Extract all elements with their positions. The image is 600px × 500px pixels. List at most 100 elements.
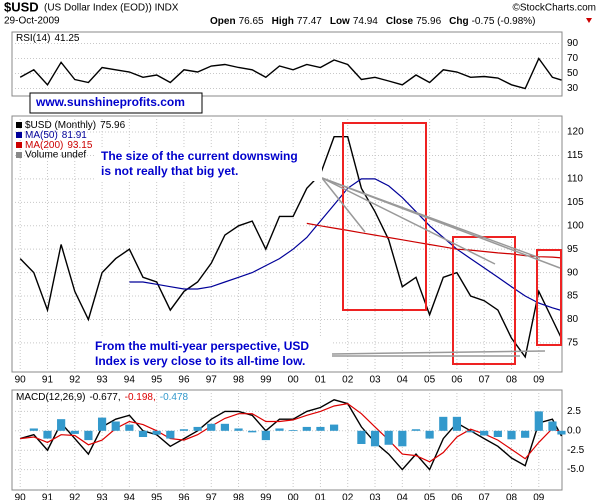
histogram-bar: [138, 430, 148, 438]
histogram-bar: [84, 430, 93, 441]
x-tick-label: 01: [315, 493, 327, 500]
x-tick-label: 07: [479, 493, 491, 500]
quote-label: High: [272, 16, 294, 27]
legend: Volume undef: [25, 150, 86, 161]
date: 29-Oct-2009: [4, 16, 60, 27]
x-tick-label: 95: [151, 493, 163, 500]
x-tick-label: 99: [260, 375, 272, 386]
x-tick-label: 05: [424, 375, 436, 386]
legend: RSI(14) 41.25: [16, 33, 80, 44]
x-tick-label: 01: [315, 375, 327, 386]
x-tick-label: 00: [288, 375, 300, 386]
y-tick-label: -5.0: [567, 464, 585, 475]
x-tick-label: 96: [178, 493, 190, 500]
histogram-bar: [43, 430, 52, 439]
histogram-bar: [193, 426, 202, 431]
histogram-bar: [275, 428, 284, 431]
y-tick-label: 110: [567, 174, 583, 185]
annotation-box: [90, 337, 332, 371]
series-line: [306, 222, 562, 259]
annotation-box: [96, 147, 322, 181]
histogram-bar: [425, 430, 434, 439]
histogram-bar: [70, 430, 79, 434]
x-tick-label: 97: [206, 375, 218, 386]
histogram-bar: [207, 423, 216, 431]
y-tick-label: 100: [567, 220, 584, 231]
x-tick-label: 06: [451, 375, 463, 386]
annotation: Index is very close to its all-time low.: [95, 354, 305, 368]
histogram-bar: [316, 426, 325, 431]
histogram-bar: [466, 430, 475, 433]
x-tick-label: 07: [479, 375, 491, 386]
legend-value: -0.198: [125, 392, 154, 403]
legend-value: -0.677: [89, 392, 118, 403]
x-tick-label: 04: [397, 493, 409, 500]
trend-line: [321, 177, 541, 259]
y-tick-label: 120: [567, 127, 584, 138]
chart-markup: www.sunshineprofits.com: [29, 92, 562, 365]
histogram-bar: [179, 429, 189, 431]
legend-swatch: [16, 142, 22, 148]
histogram-bar: [357, 430, 366, 444]
y-tick-label: 115: [567, 150, 583, 161]
y-tick-label: 80: [567, 314, 579, 325]
histogram-bar: [384, 430, 393, 445]
index-name: (US Dollar Index (EOD)) INDX: [44, 3, 179, 14]
x-tick-label: 98: [233, 375, 245, 386]
x-tick-label: 93: [97, 375, 109, 386]
y-tick-label: 90: [567, 267, 579, 278]
x-tick-label: 08: [506, 375, 518, 386]
histogram-bar: [398, 430, 407, 447]
symbol: $USD: [4, 0, 39, 14]
histogram-bar: [289, 430, 298, 431]
histogram-bar: [411, 429, 421, 431]
histogram-bar: [97, 417, 107, 431]
histogram-bar: [234, 428, 243, 431]
y-tick-label: -2.5: [567, 445, 585, 456]
quote-label: Chg: [449, 16, 468, 27]
annotation: is not really that big yet.: [101, 164, 238, 178]
x-tick-label: 99: [260, 493, 272, 500]
x-tick-label: 02: [342, 493, 354, 500]
quote-label: Close: [386, 16, 414, 27]
histogram-bar: [507, 430, 516, 440]
website: www.sunshineprofits.com: [35, 95, 185, 109]
legend-name: MA(50): [25, 130, 58, 141]
histogram-bar: [557, 430, 566, 435]
series-line: [19, 57, 562, 90]
histogram-bar: [57, 419, 66, 431]
legend-separator: ,: [118, 392, 121, 403]
x-tick-label: 09: [533, 375, 545, 386]
histogram-bar: [261, 430, 270, 441]
legend-value: 93.15: [67, 140, 92, 151]
y-tick-label: 105: [567, 197, 584, 208]
histogram-bar: [452, 416, 462, 431]
histogram-bar: [534, 411, 543, 431]
quote: Open 76.65 High 77.47 Low 74.94 Close 75.96 Chg -…: [210, 16, 536, 27]
x-tick-label: 92: [69, 375, 81, 386]
legend: MA(50) 81.91: [25, 130, 87, 141]
trend-line: [321, 177, 496, 265]
trend-line: [331, 350, 546, 355]
legend-value: 41.25: [54, 33, 79, 44]
legend-swatch: [16, 152, 22, 158]
legend-name: RSI(14): [16, 33, 50, 44]
y-tick-label: 95: [567, 244, 579, 255]
x-tick-label: 90: [15, 493, 27, 500]
x-tick-label: 94: [124, 493, 136, 500]
histogram-bar: [220, 423, 229, 431]
x-tick-label: 95: [151, 375, 163, 386]
histogram-bar: [493, 430, 502, 438]
histogram-bar: [302, 426, 311, 431]
y-tick-label: 75: [567, 338, 579, 349]
website-box: [29, 92, 203, 114]
series-line: [20, 399, 563, 471]
panel: [11, 31, 563, 97]
x-tick-label: 98: [233, 493, 245, 500]
annotation: From the multi-year perspective, USD: [95, 339, 309, 353]
histogram-bar: [166, 430, 175, 439]
y-tick-label: 70: [567, 53, 579, 64]
y-tick-label: 2.5: [567, 406, 581, 417]
legend-name: $USD (Monthly): [25, 120, 96, 131]
